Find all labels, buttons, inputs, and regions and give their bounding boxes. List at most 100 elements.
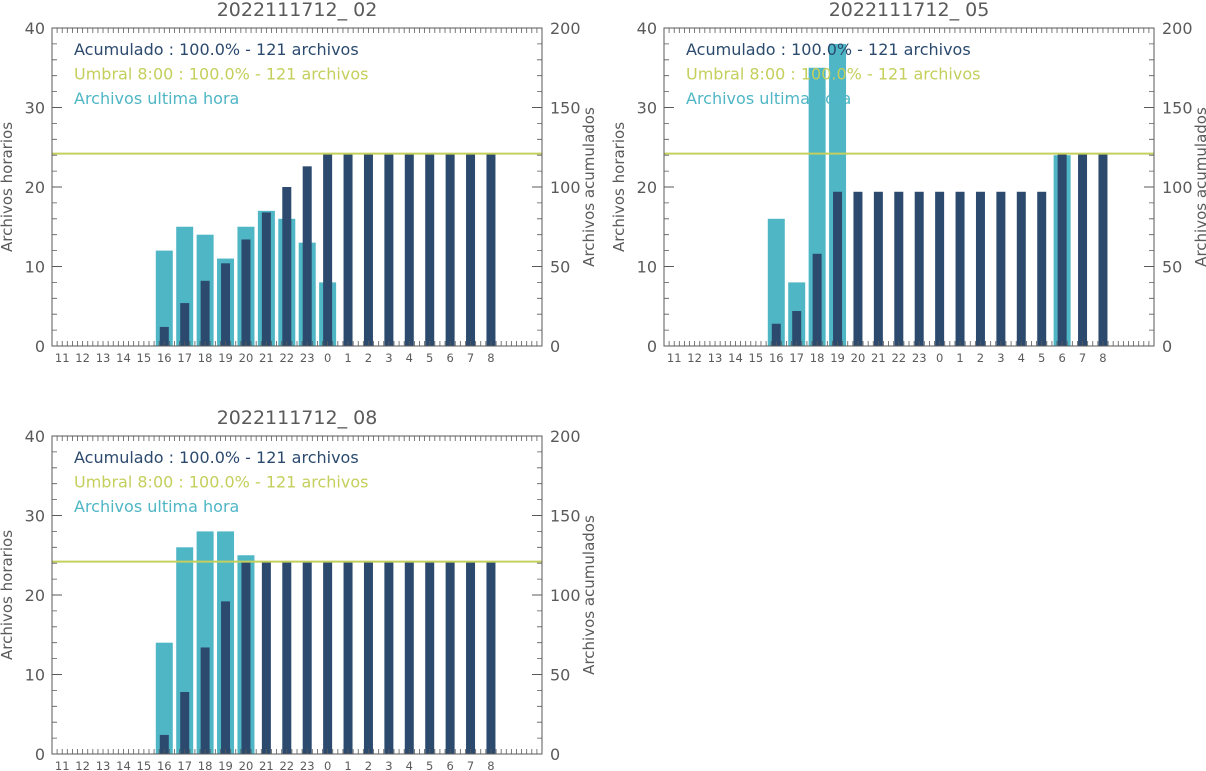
- bar-cumulative: [853, 191, 863, 346]
- x-tick-label: 16: [769, 351, 784, 365]
- bar-cumulative: [466, 561, 476, 754]
- bar-cumulative: [1057, 153, 1067, 346]
- bar-cumulative: [241, 239, 251, 346]
- x-tick-label: 2: [365, 351, 372, 365]
- y-tick-label: 10: [637, 258, 657, 277]
- bar-cumulative: [1037, 191, 1047, 346]
- bar-cumulative: [1016, 191, 1026, 346]
- x-tick-label: 8: [487, 759, 494, 771]
- x-tick-label: 1: [956, 351, 963, 365]
- bar-hourly: [155, 250, 173, 346]
- y-axis-label: Archivos horarios: [0, 122, 16, 252]
- bar-cumulative: [1078, 153, 1088, 346]
- bar-cumulative: [833, 191, 843, 346]
- y-right-axis-label: Archivos acumulados: [1192, 107, 1206, 267]
- y-right-axis-label: Archivos acumulados: [580, 107, 598, 267]
- bar-cumulative: [363, 153, 373, 346]
- bar-hourly: [155, 642, 173, 754]
- x-tick-label: 4: [1018, 351, 1025, 365]
- x-tick-label: 3: [997, 351, 1004, 365]
- x-tick-label: 12: [75, 759, 90, 771]
- y-axis-label: Archivos horarios: [610, 122, 628, 252]
- y-right-minor-ticks: [1149, 27, 1154, 347]
- x-tick-label: 17: [177, 759, 192, 771]
- bar-cumulative: [180, 303, 190, 346]
- x-tick-label: 20: [239, 759, 254, 771]
- x-tick-label: 18: [198, 759, 213, 771]
- y-tick-label: 30: [637, 99, 657, 118]
- bar-hourly: [767, 218, 785, 346]
- y-tick-label: 10: [25, 258, 45, 277]
- y-tick-label: 40: [637, 19, 657, 38]
- y-right-minor-ticks: [537, 435, 542, 755]
- x-tick-label: 3: [385, 759, 392, 771]
- bar-cumulative: [180, 691, 190, 754]
- x-tick-label: 18: [198, 351, 213, 365]
- y-tick-label: 30: [25, 507, 45, 526]
- y-right-tick-label: 0: [550, 745, 560, 764]
- bar-cumulative: [323, 153, 333, 346]
- y-minor-ticks: [664, 27, 669, 347]
- bar-cumulative: [200, 647, 210, 754]
- x-tick-label: 13: [708, 351, 723, 365]
- legend-entry: Acumulado : 100.0% - 121 archivos: [74, 40, 359, 59]
- x-tick-label: 7: [467, 351, 474, 365]
- bar-cumulative: [343, 153, 353, 346]
- x-tick-label: 0: [324, 351, 331, 365]
- x-tick-label: 0: [936, 351, 943, 365]
- x-tick-label: 23: [912, 351, 927, 365]
- x-tick-label: 21: [871, 351, 886, 365]
- x-tick-label: 23: [300, 759, 315, 771]
- bar-cumulative: [363, 561, 373, 754]
- bar-cumulative: [894, 191, 904, 346]
- x-minor-ticks: [663, 28, 1155, 346]
- bar-cumulative: [404, 153, 414, 346]
- y-tick-label: 40: [25, 19, 45, 38]
- x-tick-label: 15: [749, 351, 764, 365]
- y-tick-label: 40: [25, 427, 45, 446]
- x-tick-label: 20: [851, 351, 866, 365]
- y-tick-label: 30: [25, 99, 45, 118]
- y-minor-ticks: [52, 435, 57, 755]
- x-tick-label: 14: [728, 351, 743, 365]
- bar-cumulative: [445, 561, 455, 754]
- x-tick-label: 22: [279, 759, 294, 771]
- legend-entry: Archivos ultima hora: [74, 497, 239, 516]
- x-tick-label: 7: [1079, 351, 1086, 365]
- y-right-minor-ticks: [537, 27, 542, 347]
- x-tick-label: 6: [1058, 351, 1065, 365]
- y-tick-label: 20: [25, 178, 45, 197]
- bar-cumulative: [792, 311, 802, 346]
- bar-cumulative: [486, 561, 496, 754]
- x-tick-label: 5: [426, 351, 433, 365]
- bar-cumulative: [914, 191, 924, 346]
- chart-title: 2022111712_ 02: [217, 0, 378, 21]
- bar-cumulative: [1098, 153, 1108, 346]
- y-right-tick-label: 100: [550, 178, 581, 197]
- bar-cumulative: [221, 263, 231, 346]
- x-tick-label: 6: [446, 351, 453, 365]
- x-tick-label: 11: [55, 759, 70, 771]
- y-tick-label: 20: [637, 178, 657, 197]
- bar-cumulative: [302, 166, 312, 346]
- x-minor-ticks: [51, 28, 543, 346]
- x-tick-label: 22: [891, 351, 906, 365]
- x-tick-label: 4: [406, 351, 413, 365]
- x-tick-label: 1: [344, 351, 351, 365]
- bar-cumulative: [466, 153, 476, 346]
- bar-cumulative: [282, 187, 292, 346]
- x-tick-label: 2: [365, 759, 372, 771]
- x-tick-label: 23: [300, 351, 315, 365]
- x-tick-label: 21: [259, 759, 274, 771]
- x-tick-label: 15: [137, 351, 152, 365]
- y-right-tick-label: 100: [1162, 178, 1193, 197]
- bar-cumulative: [975, 191, 985, 346]
- x-tick-label: 8: [1099, 351, 1106, 365]
- bar-cumulative: [343, 561, 353, 754]
- bar-cumulative: [996, 191, 1006, 346]
- x-tick-label: 20: [239, 351, 254, 365]
- x-tick-label: 17: [789, 351, 804, 365]
- x-minor-ticks: [51, 436, 543, 754]
- x-tick-label: 12: [75, 351, 90, 365]
